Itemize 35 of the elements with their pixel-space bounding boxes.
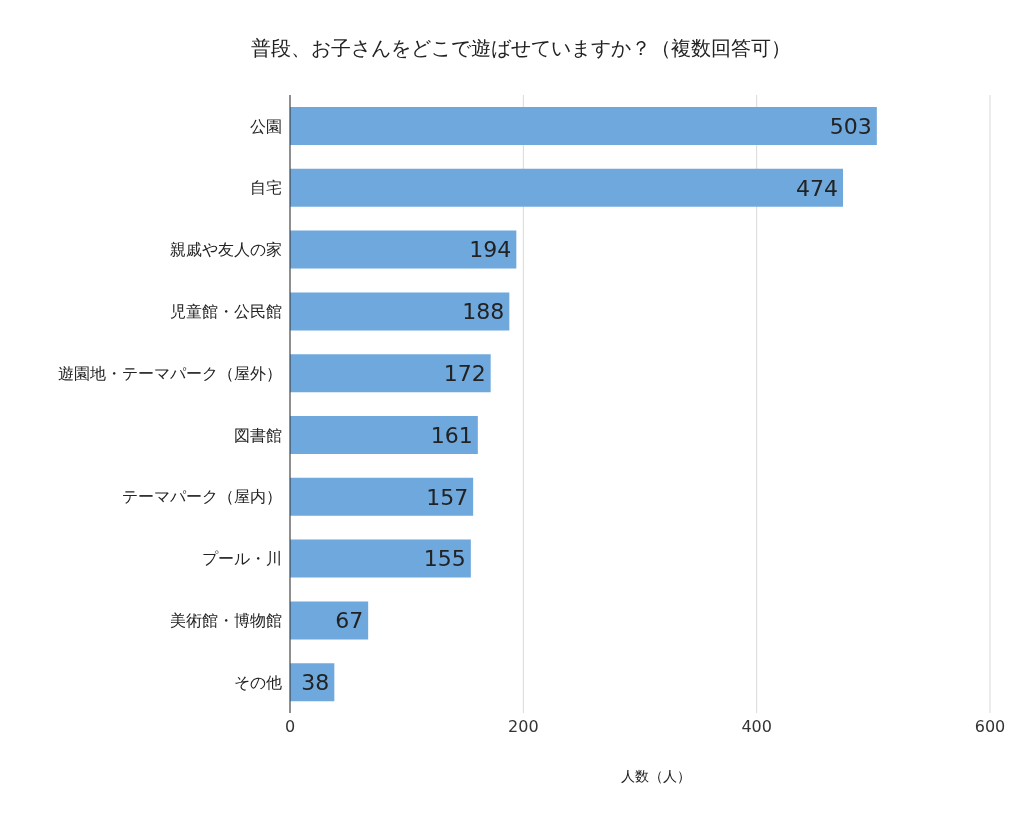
- data-label: 67: [335, 608, 364, 634]
- y-tick-label: 親戚や友人の家: [170, 240, 282, 260]
- y-tick-label: 自宅: [250, 178, 282, 198]
- y-tick-label: 児童館・公民館: [170, 301, 282, 321]
- y-tick-label: 図書館: [234, 425, 282, 445]
- bar: [290, 292, 510, 331]
- x-tick-label: 600: [974, 717, 1006, 737]
- bar: [290, 107, 877, 145]
- bar: [290, 539, 471, 578]
- bar: [290, 601, 369, 640]
- bar: [290, 168, 843, 207]
- x-tick-label: 200: [508, 717, 539, 737]
- data-label: 155: [423, 546, 466, 572]
- x-tick-label: 0: [284, 717, 296, 737]
- bar: [290, 354, 491, 393]
- y-tick-label: 遊園地・テーマパーク（屋外）: [58, 363, 282, 383]
- y-tick-label: 公園: [250, 116, 282, 136]
- data-label: 503: [829, 113, 872, 139]
- bar: [290, 230, 517, 269]
- y-tick-label: プール・川: [202, 549, 282, 569]
- data-label: 161: [430, 422, 473, 448]
- chart-title: 普段、お子さんをどこで遊ばせていますか？（複数回答可）: [250, 34, 792, 62]
- data-label: 172: [443, 361, 486, 387]
- bar: [290, 416, 478, 454]
- y-tick-label: 美術館・博物館: [170, 610, 282, 630]
- y-tick-label: その他: [234, 672, 282, 692]
- x-axis-title: 人数（人）: [620, 768, 692, 786]
- y-tick-label: テーマパーク（屋内）: [122, 487, 282, 507]
- data-label: 38: [301, 670, 330, 696]
- bar: [290, 477, 474, 516]
- data-label: 474: [796, 175, 838, 201]
- data-label: 188: [462, 299, 505, 325]
- x-tick-label: 400: [741, 717, 772, 737]
- data-label: 157: [426, 484, 469, 510]
- data-label: 194: [469, 237, 512, 263]
